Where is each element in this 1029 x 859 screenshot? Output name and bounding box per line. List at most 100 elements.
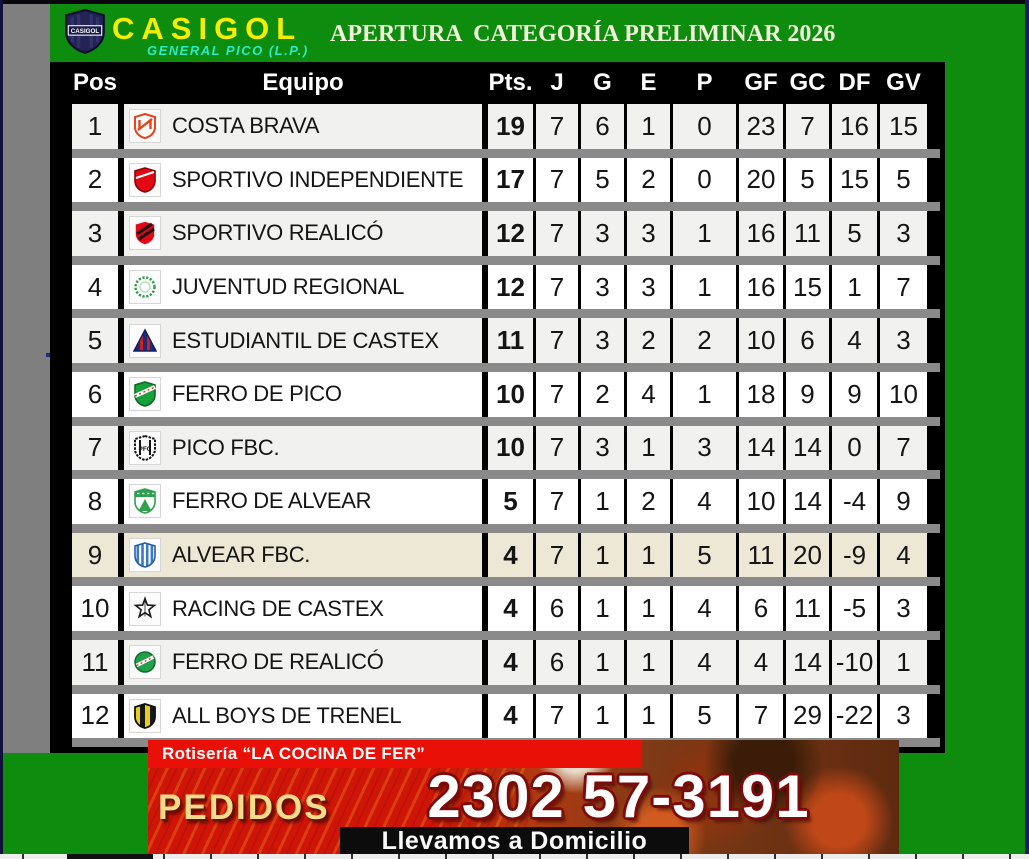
stat-cell: -4 (832, 479, 877, 524)
stat-cell: 1 (627, 104, 670, 149)
stat-cell: 4 (739, 639, 783, 685)
ad-delivery-label: Llevamos a Domicilio (340, 827, 689, 855)
points-cell: 4 (488, 693, 533, 739)
stat-cell: 6 (786, 318, 829, 363)
stat-cell: 6 (536, 586, 578, 631)
position-cell: 5 (72, 318, 118, 363)
brand-wordmark: CASIGOL (112, 11, 303, 46)
stat-cell: 23 (739, 104, 783, 149)
stat-cell: 5 (581, 157, 624, 203)
stat-cell: 10 (739, 479, 783, 524)
column-header-p: P (696, 69, 713, 96)
pico-fbc-badge-icon: PFC (129, 430, 161, 465)
stat-cell: 1 (581, 479, 624, 524)
team-cell: SPORTIVO INDEPENDIENTE (124, 157, 482, 203)
stat-cell: 3 (880, 318, 927, 363)
stat-cell: 2 (673, 318, 736, 363)
stat-cell: -9 (832, 532, 877, 578)
spreadsheet-edge-strip (0, 854, 1029, 859)
points-cell: 4 (488, 532, 533, 578)
team-name: FERRO DE PICO (172, 381, 342, 407)
svg-text:PFC: PFC (139, 446, 152, 453)
row-separator (72, 309, 940, 319)
ferro-de-alvear-badge-icon (129, 484, 161, 519)
sportivo-independiente-badge-icon (129, 162, 161, 197)
stat-cell: 3 (581, 264, 624, 310)
stat-cell: 1 (627, 693, 670, 739)
points-cell: 4 (488, 639, 533, 685)
stat-cell: 7 (739, 693, 783, 739)
stat-cell: 11 (786, 211, 829, 256)
stat-cell: 3 (880, 693, 927, 739)
stat-cell: 1 (581, 693, 624, 739)
stat-cell: 10 (739, 318, 783, 363)
racing-de-castex-badge-icon (129, 591, 161, 626)
points-cell: 17 (488, 157, 533, 203)
svg-text:CASIGOL: CASIGOL (71, 28, 100, 35)
team-name: FERRO DE ALVEAR (172, 488, 372, 514)
stat-cell: 2 (627, 318, 670, 363)
stat-cell: 2 (581, 371, 624, 417)
stat-cell: 5 (673, 532, 736, 578)
stat-cell: 4 (673, 479, 736, 524)
team-cell: FERRO DE REALICÓ (124, 639, 482, 685)
stat-cell: 7 (536, 211, 578, 256)
ad-shop-name: Rotisería “LA COCINA DE FER” (148, 740, 641, 768)
team-name: SPORTIVO INDEPENDIENTE (172, 166, 464, 192)
row-separator (72, 416, 940, 426)
window-left-border (0, 0, 3, 859)
team-cell: FERRO DE PICO (124, 371, 482, 417)
table-row: 1 COSTA BRAVA 19 7 6 1 0 23 7 16 15 (72, 104, 927, 149)
column-header-df: DF (838, 69, 871, 96)
stat-cell: 3 (880, 586, 927, 631)
stat-cell: 3 (627, 211, 670, 256)
stat-cell: 14 (786, 479, 829, 524)
row-separator (72, 202, 940, 212)
ad-orders-label: PEDIDOS (158, 788, 330, 827)
table-row: 6 FERRO DE PICO 10 7 2 4 1 18 9 9 10 (72, 371, 927, 417)
table-row: 3 SPORTIVO REALICÓ 12 7 3 3 1 16 11 5 3 (72, 211, 927, 256)
column-header-e: E (640, 69, 657, 96)
team-name: ALL BOYS DE TRENEL (172, 702, 402, 728)
table-row: 9 ALVEAR FBC. 4 7 1 1 5 11 20 -9 4 (72, 532, 927, 578)
stat-cell: 16 (739, 264, 783, 310)
position-cell: 1 (72, 104, 118, 149)
stat-cell: 5 (786, 157, 829, 203)
points-cell: 11 (488, 318, 533, 363)
standings-table: Pos Equipo Pts. J G E P GF GC DF GV 1 COSTA BRAVA 19… (50, 62, 945, 753)
stat-cell: 2 (627, 479, 670, 524)
stat-cell: 14 (786, 425, 829, 471)
stat-cell: -22 (832, 693, 877, 739)
position-cell: 9 (72, 532, 118, 578)
stat-cell: 7 (786, 104, 829, 149)
stat-cell: 3 (880, 211, 927, 256)
table-row: 12 ALL BOYS DE TRENEL 4 7 1 1 5 7 29 -22 3 (72, 693, 927, 739)
stat-cell: 16 (832, 104, 877, 149)
team-cell: ESTUDIANTIL DE CASTEX (124, 318, 482, 363)
position-cell: 2 (72, 157, 118, 203)
stat-cell: 6 (739, 586, 783, 631)
position-cell: 11 (72, 639, 118, 685)
spreadsheet-edge-dark-segment (67, 854, 153, 859)
points-cell: 19 (488, 104, 533, 149)
column-header-gf: GF (744, 69, 778, 96)
stat-cell: 11 (786, 586, 829, 631)
points-cell: 12 (488, 211, 533, 256)
stat-cell: 7 (880, 264, 927, 310)
team-name: COSTA BRAVA (172, 113, 320, 139)
stat-cell: 15 (786, 264, 829, 310)
stat-cell: 9 (880, 479, 927, 524)
row-separator (72, 148, 940, 158)
ad-banner: Rotisería “LA COCINA DE FER” PEDIDOS 230… (148, 740, 899, 855)
stat-cell: 7 (536, 318, 578, 363)
position-cell: 3 (72, 211, 118, 256)
table-row: 2 SPORTIVO INDEPENDIENTE 17 7 5 2 0 20 5 15 5 (72, 157, 927, 203)
stat-cell: 6 (536, 639, 578, 685)
table-row: 10 RACING DE CASTEX 4 6 1 1 4 6 11 -5 3 (72, 586, 927, 631)
ad-phone-number: 2302 57-3191 (427, 763, 810, 830)
column-header-gv: GV (886, 69, 921, 96)
position-cell: 7 (72, 425, 118, 471)
stat-cell: 5 (832, 211, 877, 256)
points-cell: 10 (488, 371, 533, 417)
brand-subtitle: GENERAL PICO (L.P.) (147, 43, 309, 58)
